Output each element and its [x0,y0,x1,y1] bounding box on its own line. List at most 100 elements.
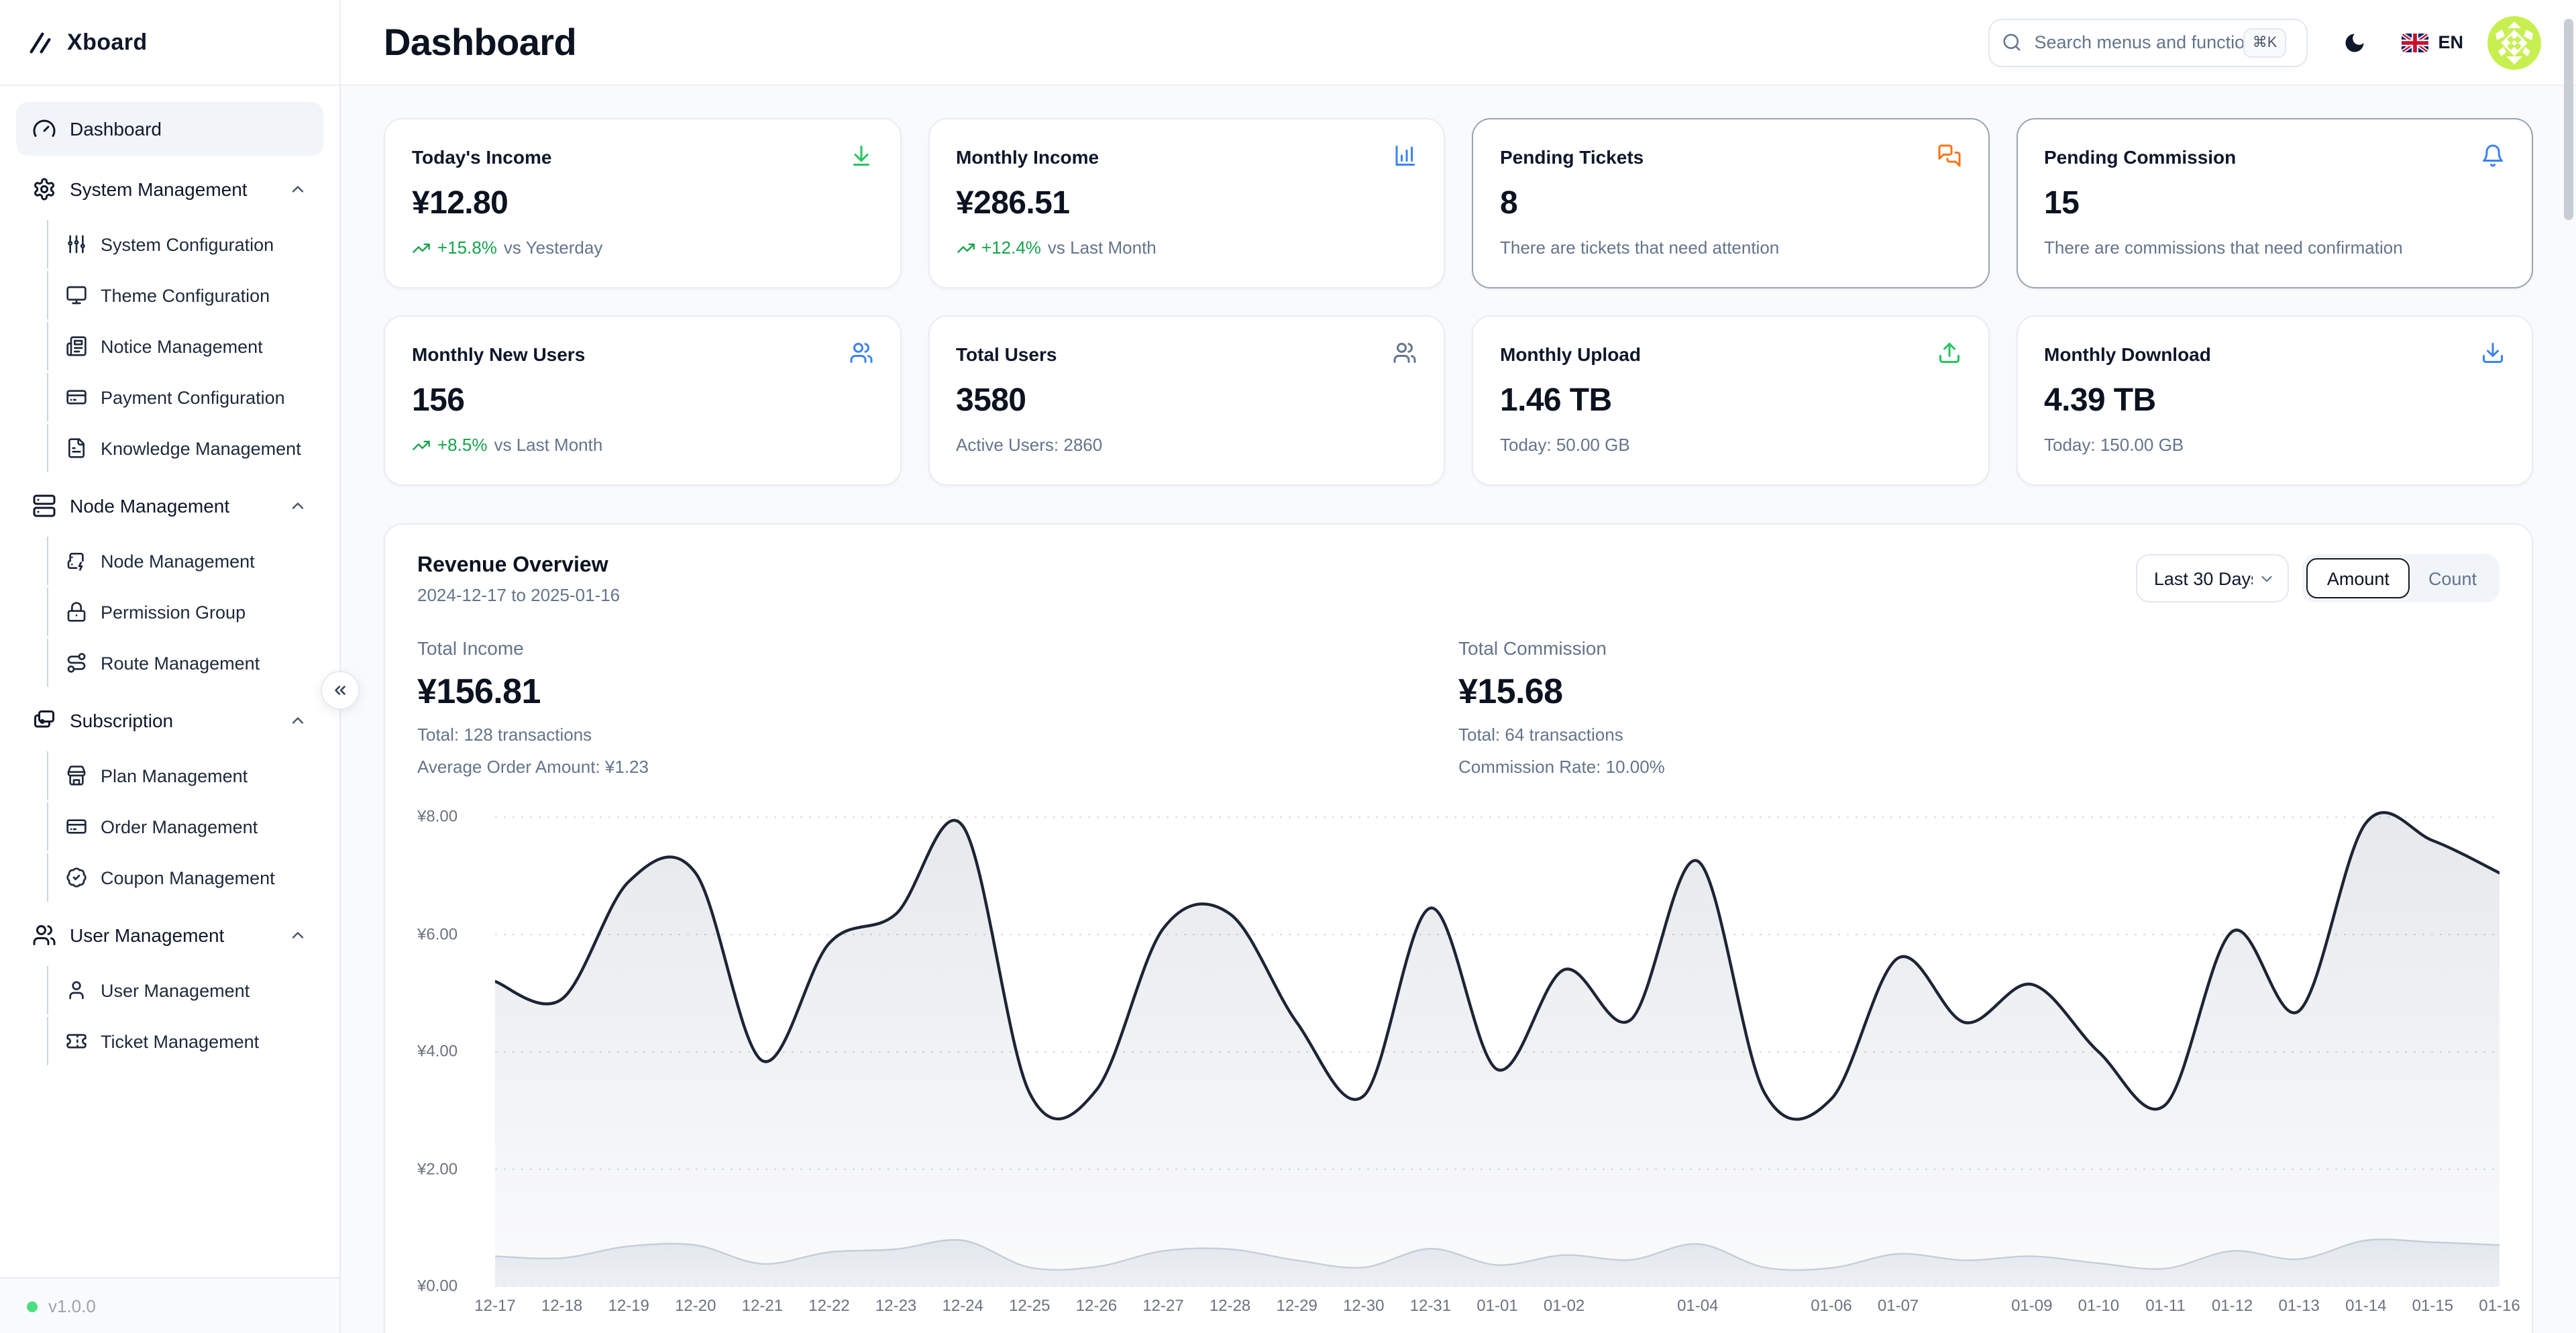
moon-icon [2343,30,2367,54]
x-tick-label: 01-02 [1543,1296,1585,1315]
chevron-up-icon [288,180,307,199]
card-value: 1.46 TB [1500,382,1612,419]
chevron-up-icon [288,496,307,515]
y-tick-label: ¥2.00 [417,1159,458,1178]
x-tick-label: 01-15 [2412,1296,2454,1315]
gauge-icon [32,117,56,141]
card-monthly-download[interactable]: Monthly Download 4.39 TB Today: 150.00 G… [2016,315,2533,486]
sidebar-item-knowledge-management[interactable]: Knowledge Management [48,424,323,472]
total-commission-value: ¥15.68 [1458,671,1563,711]
sidebar-collapse-button[interactable] [321,671,360,710]
sidebar-item-plan-management[interactable]: Plan Management [48,751,323,800]
topbar: Dashboard ⌘K [341,0,2576,86]
search-container: ⌘K [1988,18,2308,66]
stat-cards-grid: Today's Income ¥12.80 +15.8% vs Yesterda… [384,118,2533,486]
toggle-amount-button[interactable]: Amount [2306,558,2410,598]
card-description: There are tickets that need attention [1500,237,1780,258]
sliders-icon [66,233,87,255]
x-tick-label: 01-10 [2078,1296,2120,1315]
sidebar-item-theme-configuration[interactable]: Theme Configuration [48,271,323,319]
x-tick-label: 01-11 [2145,1296,2186,1315]
users-icon [1393,341,1417,365]
trend-delta: +8.5% [412,435,487,455]
card-value: ¥286.51 [956,185,1070,221]
card-monthly-new-users[interactable]: Monthly New Users 156 +8.5% vs Last Mont… [384,315,901,486]
dark-mode-toggle[interactable] [2332,19,2377,65]
sidebar-item-coupon-management[interactable]: Coupon Management [48,853,323,902]
sidebar-item-order-management[interactable]: Order Management [48,802,323,851]
revenue-chart: ¥0.00 ¥2.00 ¥4.00 ¥6.00 ¥8.00 12-17 12-18 12-1… [417,798,2520,1319]
trend-delta: +15.8% [412,237,497,258]
avatar[interactable] [2487,15,2541,69]
chart-y-axis: ¥0.00 ¥2.00 ¥4.00 ¥6.00 ¥8.00 [417,798,495,1295]
xboard-logo-icon [27,29,54,56]
y-tick-label: ¥0.00 [417,1276,458,1295]
revenue-title: Revenue Overview [417,554,608,577]
x-tick-label: 12-31 [1409,1296,1452,1315]
trending-up-icon [412,238,431,257]
server-icon [32,494,56,518]
card-total-users[interactable]: Total Users 3580 Active Users: 2860 [928,315,1445,486]
card-description: There are commissions that need confirma… [2044,237,2403,258]
sidebar-group-subscription: Subscription Plan Management Order Manag… [16,692,323,902]
sidebar-item-node-management[interactable]: Node Management [48,537,323,585]
sidebar-item-payment-configuration[interactable]: Payment Configuration [48,373,323,421]
sidebar-group-subscription-head[interactable]: Subscription [16,692,323,749]
sidebar-item: Ticket Management [47,1017,323,1065]
card-monthly-income[interactable]: Monthly Income ¥286.51 +12.4% vs Last Mo… [928,118,1445,288]
sidebar-group-node-head[interactable]: Node Management [16,478,323,534]
credit-card-icon [66,816,87,837]
page-scrollbar[interactable] [2564,19,2573,220]
x-tick-label: 12-28 [1209,1296,1251,1315]
x-tick-label: 12-20 [675,1296,716,1315]
sidebar-item-ticket-management[interactable]: Ticket Management [48,1017,323,1065]
user-icon [66,979,87,1001]
x-tick-label: 12-19 [608,1296,649,1315]
card-monthly-upload[interactable]: Monthly Upload 1.46 TB Today: 50.00 GB [1472,315,1989,486]
search-icon [2002,32,2022,52]
x-tick-label: 12-18 [541,1296,583,1315]
period-select[interactable]: Last 30 Days [2136,554,2290,602]
sidebar-item-route-management[interactable]: Route Management [48,639,323,687]
file-text-icon [66,437,87,459]
total-income-block: Total Income ¥156.81 Total: 128 transact… [417,637,1458,777]
route-icon [66,652,87,674]
chart-plot-area [495,798,2500,1287]
newspaper-icon [66,335,87,357]
sidebar: Xboard Dashboard System Management [0,0,341,1333]
area-chart-svg [495,811,2500,1287]
card-todays-income[interactable]: Today's Income ¥12.80 +15.8% vs Yesterda… [384,118,901,288]
sidebar-item: Theme Configuration [47,271,323,319]
y-tick-label: ¥4.00 [417,1041,458,1061]
sidebar-item-dashboard[interactable]: Dashboard [16,102,323,156]
x-tick-label: 12-26 [1075,1296,1118,1315]
chevrons-left-icon [331,682,349,699]
toggle-count-button[interactable]: Count [2410,558,2496,598]
card-value: ¥12.80 [412,185,508,221]
x-tick-label: 12-29 [1276,1296,1318,1315]
language-selector[interactable]: EN [2402,32,2463,52]
x-tick-label: 12-21 [741,1296,784,1315]
chart-x-axis: 12-17 12-18 12-19 12-20 12-21 12-22 12-23 12-24… [474,1287,2520,1319]
page-title: Dashboard [384,21,577,62]
sidebar-item-permission-group[interactable]: Permission Group [48,588,323,636]
chevron-up-icon [288,926,307,945]
sidebar-item: Payment Configuration [47,373,323,421]
card-pending-tickets[interactable]: Pending Tickets 8 There are tickets that… [1472,118,1989,288]
sidebar-group-user-head[interactable]: User Management [16,907,323,963]
sidebar-item-label: Dashboard [70,118,162,140]
ticket-icon [66,1030,87,1052]
sidebar-item-user-management[interactable]: User Management [48,966,323,1014]
card-pending-commission[interactable]: Pending Commission 15 There are commissi… [2016,118,2533,288]
chevron-down-icon [2259,570,2276,587]
credit-card-icon [66,386,87,408]
x-tick-label: 12-25 [1009,1296,1051,1315]
sidebar-item-notice-management[interactable]: Notice Management [48,322,323,370]
trending-up-icon [412,435,431,454]
store-icon [66,765,87,786]
download-icon [2481,341,2505,365]
users-icon [32,923,56,947]
sidebar-group-system-head[interactable]: System Management [16,161,323,217]
x-tick-label: 01-12 [2211,1296,2253,1315]
sidebar-item-system-configuration[interactable]: System Configuration [48,220,323,268]
